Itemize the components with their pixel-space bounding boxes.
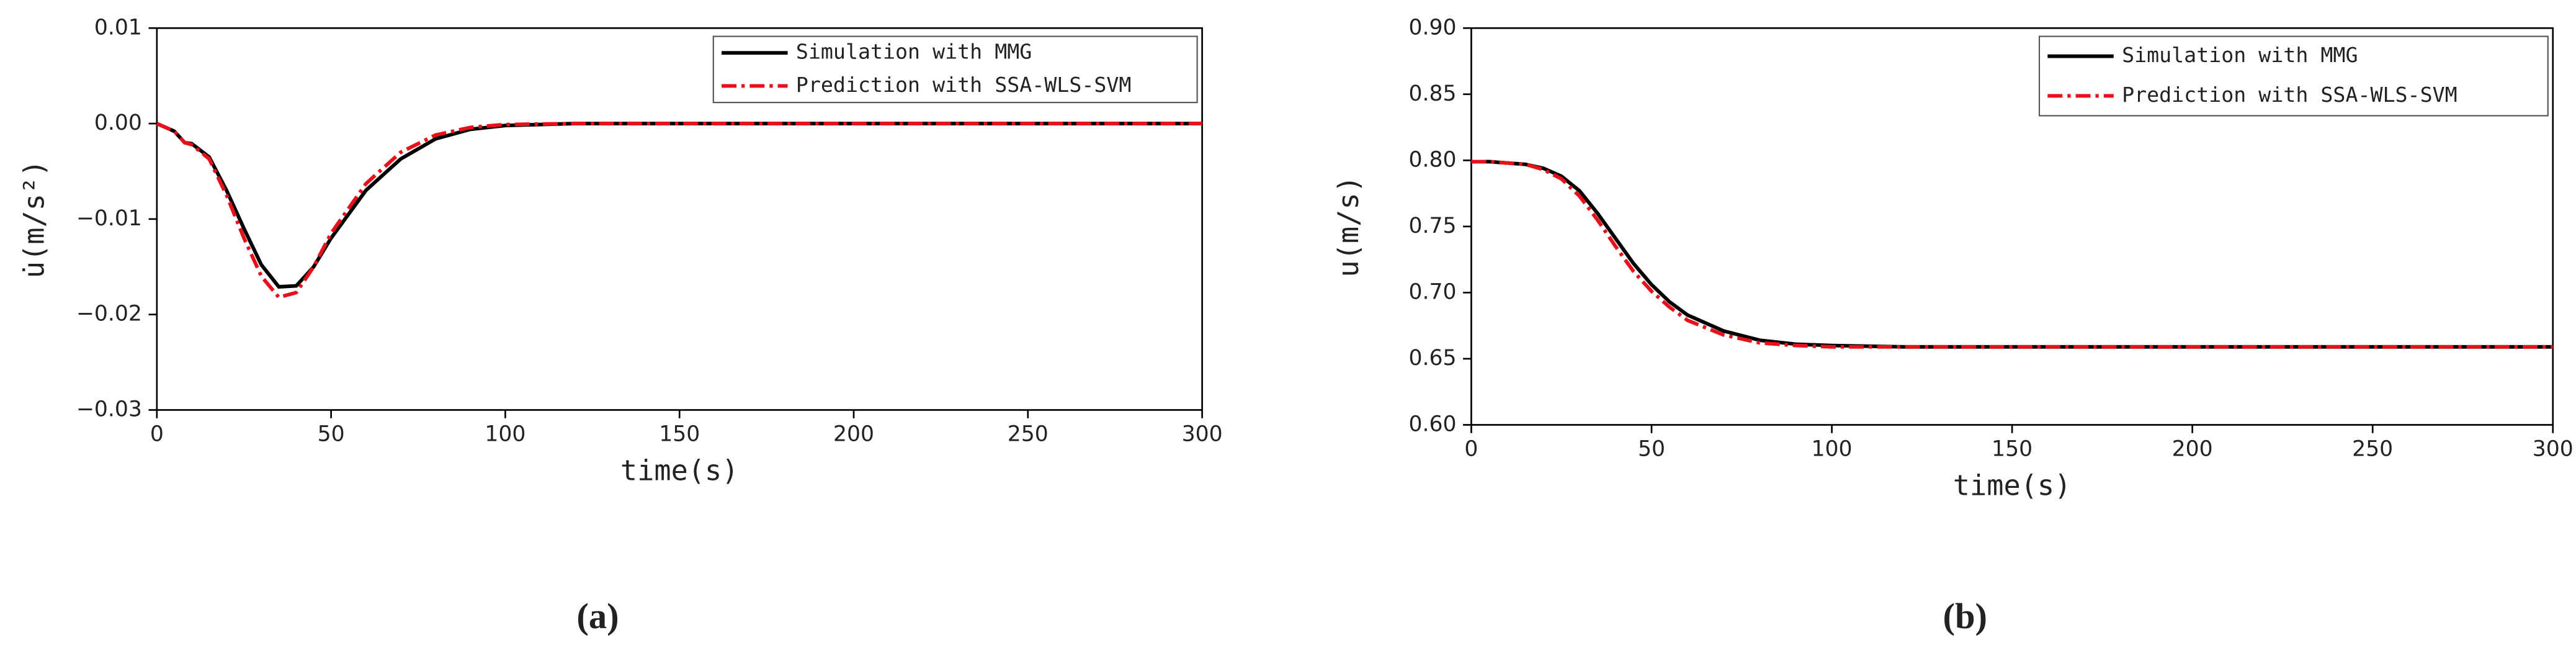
- x-tick-label: 200: [833, 421, 874, 446]
- x-tick-label: 100: [1812, 436, 1853, 461]
- legend-label: Prediction with SSA-WLS-SVM: [796, 73, 1132, 97]
- caption: (a): [576, 596, 619, 636]
- x-tick-label: 150: [659, 421, 700, 446]
- x-tick-label: 50: [1638, 436, 1665, 461]
- x-tick-label: 300: [2533, 436, 2574, 461]
- legend-label: Simulation with MMG: [796, 40, 1032, 64]
- y-tick-label: 0.75: [1408, 214, 1456, 238]
- x-tick-label: 150: [1992, 436, 2033, 461]
- y-tick-label: 0.60: [1408, 412, 1456, 436]
- y-tick-label: 0.00: [94, 110, 142, 135]
- x-axis-label: time(s): [620, 454, 739, 487]
- x-tick-label: 0: [1464, 436, 1478, 461]
- y-tick-label: −0.02: [76, 302, 142, 326]
- x-axis-label: time(s): [1953, 469, 2072, 502]
- y-tick-label: 0.80: [1408, 147, 1456, 172]
- legend-label: Prediction with SSA-WLS-SVM: [2122, 83, 2457, 107]
- x-tick-label: 100: [485, 421, 525, 446]
- legend-box: [2038, 35, 2549, 117]
- y-tick-label: 0.01: [94, 15, 142, 40]
- y-tick-label: −0.01: [76, 206, 142, 231]
- y-tick-label: −0.03: [76, 397, 142, 421]
- data-line: [156, 122, 1202, 300]
- x-tick-label: 250: [2352, 436, 2393, 461]
- y-tick-label: 0.70: [1408, 279, 1456, 304]
- x-tick-label: 250: [1008, 421, 1049, 446]
- data-line: [1471, 160, 2553, 349]
- y-tick-label: 0.65: [1408, 346, 1456, 371]
- x-tick-label: 300: [1182, 421, 1223, 446]
- caption: (b): [1943, 596, 1987, 636]
- x-tick-label: 50: [318, 421, 345, 446]
- y-axis-label: u(m/s): [1332, 176, 1365, 277]
- legend-label: Simulation with MMG: [2122, 43, 2358, 67]
- x-tick-label: 200: [2172, 436, 2213, 461]
- y-tick-label: 0.90: [1408, 15, 1456, 40]
- data-line: [1471, 160, 2553, 349]
- data-line: [156, 122, 1202, 289]
- y-axis-label: u̇(m/s²): [18, 160, 51, 279]
- y-tick-label: 0.85: [1408, 81, 1456, 106]
- x-tick-label: 0: [150, 421, 164, 446]
- legend-box: [712, 35, 1198, 104]
